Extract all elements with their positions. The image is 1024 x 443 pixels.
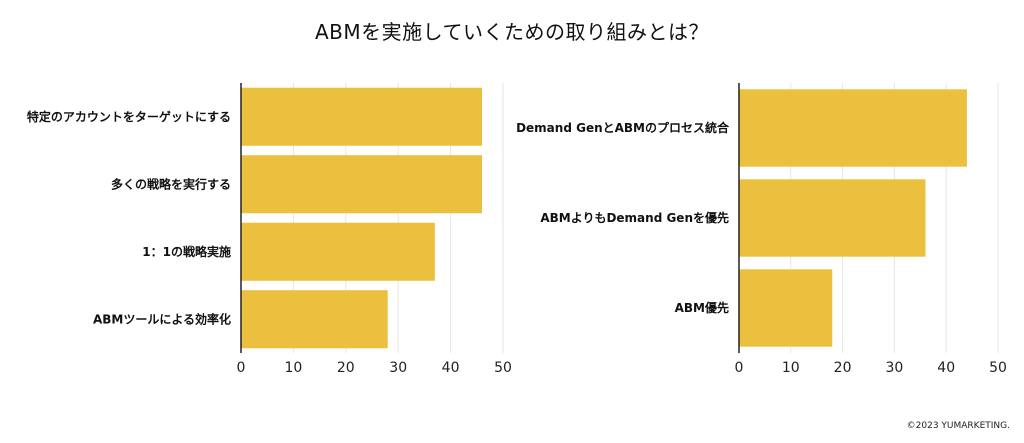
category-label: ABMよりもDemand Genを優先: [540, 210, 729, 225]
x-tick-label: 20: [834, 360, 852, 376]
bar: [241, 155, 483, 214]
category-label: Demand GenとABMのプロセス統合: [516, 120, 730, 135]
bar: [241, 87, 483, 146]
x-tick-label: 20: [337, 360, 355, 376]
x-tick-label: 30: [389, 360, 407, 376]
x-tick-label: 40: [937, 360, 955, 376]
chart-title: ABMを実施していくための取り組みとは？: [314, 20, 710, 44]
x-tick-label: 10: [284, 360, 302, 376]
bar: [241, 290, 388, 349]
x-tick-label: 30: [885, 360, 903, 376]
bar: [241, 222, 435, 281]
x-tick-label: 40: [442, 360, 460, 376]
x-tick-label: 50: [989, 360, 1007, 376]
category-label: 1：1の戦略実施: [142, 244, 231, 259]
x-tick-label: 0: [735, 360, 744, 376]
category-label: ABMツールによる効率化: [93, 311, 231, 326]
bar: [739, 89, 967, 167]
category-label: ABM優先: [675, 300, 729, 315]
x-tick-label: 50: [494, 360, 512, 376]
category-label: 特定のアカウントをターゲットにする: [27, 109, 231, 124]
copyright-text: ©2023 YUMARKETING.: [906, 421, 1010, 431]
category-label: 多くの戦略を実行する: [111, 176, 231, 191]
bar: [739, 269, 833, 347]
bar: [739, 179, 926, 257]
x-tick-label: 10: [782, 360, 800, 376]
x-tick-label: 0: [237, 360, 246, 376]
